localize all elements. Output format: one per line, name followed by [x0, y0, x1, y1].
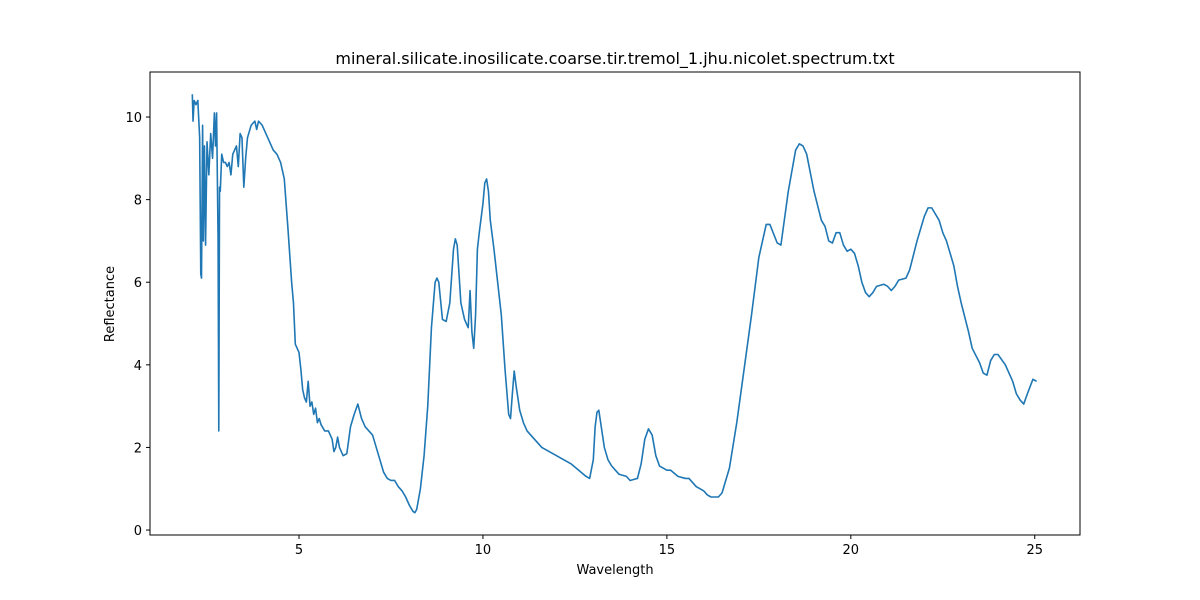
- x-tick-label: 10: [475, 543, 492, 558]
- y-axis-label: Reflectance: [103, 266, 118, 342]
- chart-title: mineral.silicate.inosilicate.coarse.tir.…: [335, 49, 894, 69]
- y-tick-label: 10: [125, 111, 142, 126]
- x-tick-label: 15: [659, 543, 676, 558]
- spectrum-line: [191, 94, 1037, 514]
- x-tick-label: 20: [843, 543, 860, 558]
- y-tick-label: 8: [134, 194, 142, 209]
- y-tick-label: 4: [134, 359, 142, 374]
- plot-frame: [149, 71, 1081, 536]
- y-tick-label: 0: [134, 524, 142, 539]
- y-tick-label: 2: [134, 441, 142, 456]
- x-axis-label: Wavelength: [576, 563, 653, 578]
- y-tick-label: 6: [134, 276, 142, 291]
- x-tick-label: 25: [1026, 543, 1043, 558]
- x-tick-label: 5: [295, 543, 303, 558]
